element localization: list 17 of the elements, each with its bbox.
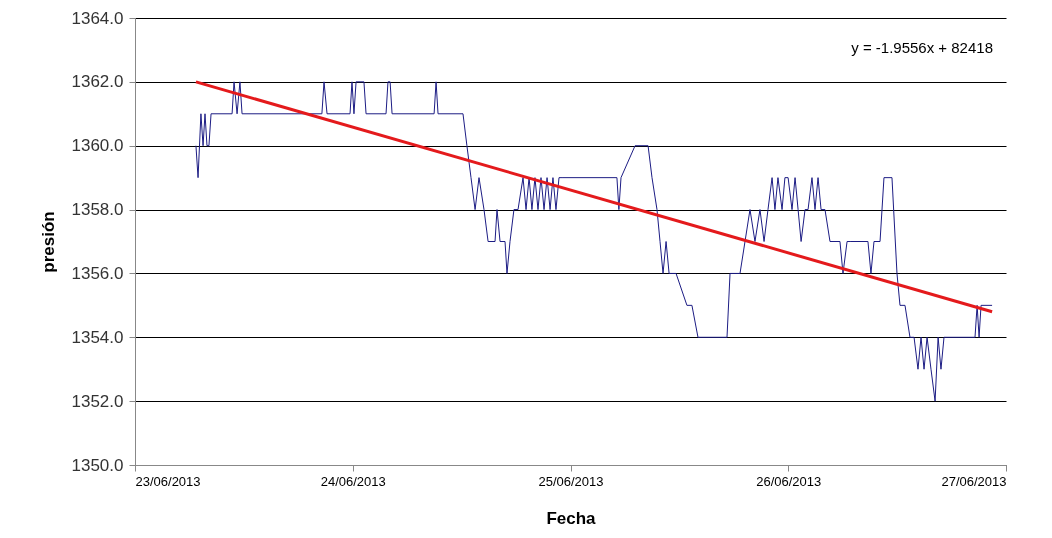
x-tick-label: 25/06/2013 [538,473,604,489]
annotation: y = -1.9556x + 82418 [851,39,993,56]
x-tick-label: 24/06/2013 [320,473,386,489]
y-axis-title: presión [38,211,58,273]
y-tick-label: 1360.0 [71,136,124,156]
y-tick-label: 1356.0 [71,263,124,283]
x-tick-label: 27/06/2013 [941,473,1007,489]
y-tick-label: 1362.0 [71,72,124,92]
x-axis-title: Fecha [546,508,597,528]
y-tick-label: 1350.0 [71,455,124,475]
y-tick-label: 1354.0 [71,327,124,347]
line-series [195,81,993,402]
y-tick-label: 1364.0 [71,8,124,28]
y-tick-label: 1352.0 [71,391,124,411]
x-tick-label: 23/06/2013 [135,473,201,489]
x-tick-label: 26/06/2013 [756,473,822,489]
y-tick-label: 1358.0 [71,200,124,220]
